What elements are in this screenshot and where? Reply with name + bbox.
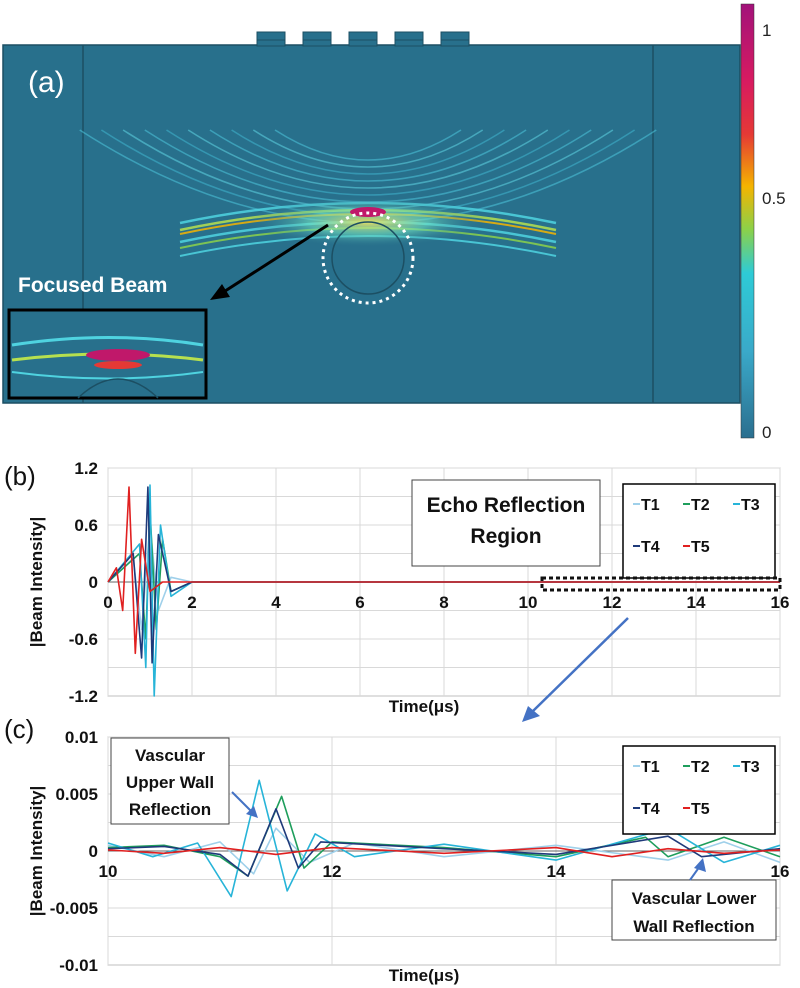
transducer-element	[394, 31, 424, 47]
x-tick-label: 14	[687, 593, 706, 612]
upper-annotation-line-2: Upper Wall	[126, 773, 214, 792]
lower-annotation-frame	[611, 879, 777, 941]
legend-label: T3	[741, 497, 760, 514]
legend-label: T1	[641, 497, 660, 514]
y-tick-label: 0.01	[65, 728, 98, 747]
inset-wave-1	[11, 336, 204, 347]
wavefront-arc	[187, 129, 549, 189]
upper-annotation-frame	[110, 737, 230, 825]
legend-label: T2	[691, 497, 710, 514]
panel-c-label: (c)	[4, 714, 34, 744]
x-tick-label: 16	[771, 593, 790, 612]
wavefront-arc	[274, 129, 462, 161]
y-axis-label: |Beam Intensity|	[27, 517, 46, 647]
transducer-element	[440, 31, 470, 47]
inset-arrow-head	[210, 284, 230, 300]
y-tick-label: -0.6	[69, 630, 98, 649]
y-axis-label: |Beam Intensity|	[27, 786, 46, 916]
inset-wave-3	[11, 371, 204, 380]
y-tick-label: 0	[89, 573, 98, 592]
panel-a-label: (a)	[28, 66, 65, 99]
colorbar-tick-mid: 0.5	[762, 189, 786, 208]
x-axis-label: Time(μs)	[389, 697, 460, 716]
legend-label: T5	[691, 801, 710, 818]
y-tick-label: -1.2	[69, 687, 98, 706]
y-tick-label: -0.01	[59, 956, 98, 975]
x-tick-label: 10	[519, 593, 538, 612]
panel-c: (c) 0.01 0.005 0 -0.005 -0.01 10 12 14 16 Time(μs…	[4, 714, 789, 985]
echo-annotation-line-1: Echo Reflection	[427, 494, 586, 517]
upper-annotation-arrowhead	[246, 806, 258, 818]
echo-region-box: Echo Reflection Region	[411, 479, 601, 567]
lower-annotation-line-1: Vascular Lower	[632, 889, 757, 908]
lower-annotation-arrowhead	[694, 858, 706, 872]
series-line-t5	[107, 846, 781, 858]
upper-annotation-line-1: Vascular	[135, 746, 205, 765]
legend-label: T2	[691, 759, 710, 776]
x-tick-label: 16	[771, 862, 790, 881]
echo-annotation-line-2: Region	[470, 525, 541, 548]
x-tick-label: 2	[187, 593, 196, 612]
inset-focal-ring	[94, 361, 142, 369]
vessel-highlight-circle	[321, 211, 415, 305]
lower-wall-annotation: Vascular Lower Wall Reflection	[611, 858, 777, 941]
x-tick-label: 0	[103, 593, 112, 612]
legend-label: T3	[741, 759, 760, 776]
echo-annotation-frame	[411, 479, 601, 567]
transducer-element	[256, 31, 286, 47]
x-tick-label: 12	[323, 862, 342, 881]
wavefront-arc	[209, 129, 527, 182]
zoom-arrow-line	[531, 617, 629, 713]
transducer-element	[348, 31, 378, 47]
y-tick-label: 0	[89, 842, 98, 861]
panel-b: (b) 1.2 0.6 0 -0.6 -1.2 0 2 4 6 8 10 12 14 16 Time(μs)…	[4, 459, 789, 722]
legend-label: T1	[641, 759, 660, 776]
x-tick-label: 12	[603, 593, 622, 612]
colorbar-tick-bottom: 0	[762, 423, 771, 442]
colorbar	[740, 3, 755, 439]
wavefront-arc	[166, 129, 570, 196]
series-line-t5	[107, 486, 780, 655]
x-tick-label: 6	[355, 593, 364, 612]
series-line-t4	[107, 486, 780, 664]
lower-annotation-line-2: Wall Reflection	[633, 917, 754, 936]
inset-focal-spot	[86, 349, 150, 361]
series-line-t1	[107, 827, 781, 875]
y-tick-label: -0.005	[50, 899, 98, 918]
legend-label: T4	[641, 801, 660, 818]
wavefront-arc	[252, 129, 484, 168]
y-tick-label: 0.005	[55, 785, 98, 804]
vessel-circle	[331, 221, 405, 295]
series-line-t3	[107, 484, 780, 697]
transducer-element	[302, 31, 332, 47]
x-axis-label: Time(μs)	[389, 966, 460, 985]
upper-annotation-arrow	[231, 791, 253, 813]
echo-region-dashed-box	[540, 576, 782, 592]
zoom-arrow-head	[522, 706, 540, 722]
focused-beam-inset	[7, 308, 208, 400]
chart-b: 1.2 0.6 0 -0.6 -1.2 0 2 4 6 8 10 12 14 16 Time(μs) |Bea…	[27, 459, 789, 716]
inset-arrow-line	[221, 223, 329, 295]
x-tick-label: 10	[99, 862, 118, 881]
upper-wall-annotation: Vascular Upper Wall Reflection	[110, 737, 258, 825]
legend-box	[622, 745, 776, 835]
legend-label: T5	[691, 539, 710, 556]
inset-title: Focused Beam	[18, 274, 167, 297]
y-tick-label: 0.6	[74, 516, 98, 535]
panel-a: (a) Focused Beam 1 0.5 0	[2, 3, 786, 442]
x-tick-label: 14	[547, 862, 566, 881]
colorbar-tick-top: 1	[762, 21, 771, 40]
x-tick-label: 8	[439, 593, 448, 612]
y-tick-label: 1.2	[74, 459, 98, 478]
inset-vessel-arc	[77, 378, 159, 399]
x-tick-label: 4	[271, 593, 281, 612]
upper-annotation-line-3: Reflection	[129, 800, 211, 819]
transducer-array	[256, 31, 470, 47]
wavefront-arc	[231, 129, 505, 175]
series-line-t4	[107, 808, 781, 877]
legend-box	[622, 483, 776, 579]
legend-label: T4	[641, 539, 660, 556]
panel-b-label: (b)	[4, 461, 36, 491]
